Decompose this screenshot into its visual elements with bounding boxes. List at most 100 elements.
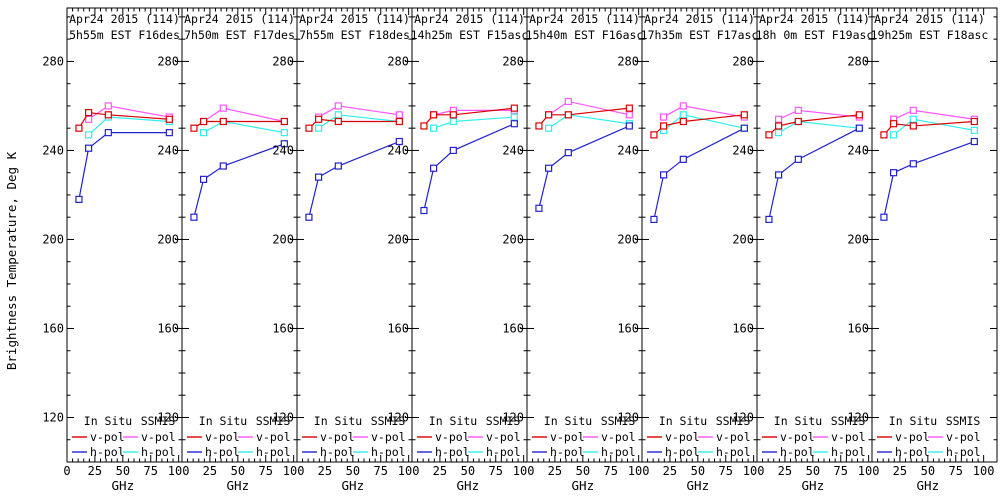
series-in-situ-v-pol (420, 104, 518, 130)
data-point-marker (85, 108, 93, 117)
data-point-marker (315, 173, 323, 181)
data-point-marker (420, 206, 428, 215)
x-tick-label: 25 (88, 464, 102, 478)
panel-7: 120 160 200 240 280 25 50 75 100 GHz Apr24 2015 (1… (732, 7, 880, 493)
series-line (78, 132, 170, 200)
data-point-marker (880, 131, 888, 139)
panel-5: 120 160 200 240 280 25 50 75 100 GHz Apr24 2015 (1… (502, 7, 650, 493)
series-line (768, 127, 860, 220)
data-point-marker (395, 137, 403, 146)
data-point-marker (625, 122, 633, 130)
legend-col1-header: In Situ (429, 414, 477, 428)
panel-title: Apr24 2015 (114) (184, 12, 295, 26)
legend-label: h-pol (601, 445, 636, 459)
series-line (893, 118, 975, 136)
y-tick-label: 200 (272, 232, 294, 246)
x-tick-label: 25 (778, 464, 792, 478)
data-point-marker (280, 129, 288, 137)
data-point-marker (679, 117, 687, 126)
legend-label: h-pol (665, 445, 700, 459)
x-tick-label: 75 (834, 464, 848, 478)
series-in-situ-h-pol (880, 137, 978, 221)
legend-col2-header: SSMIS (946, 414, 981, 428)
data-point-marker (334, 162, 342, 170)
panel-frame (871, 7, 998, 463)
legend-col1-header: In Situ (659, 414, 707, 428)
series-ssmis-h-pol (85, 113, 173, 139)
panel-subtitle: 17h35m EST F17asc (641, 28, 759, 42)
data-point-marker (679, 155, 687, 163)
series-in-situ-v-pol (880, 117, 978, 139)
series-line (538, 125, 630, 209)
panel-subtitle: 19h25m EST F18asc (871, 28, 989, 42)
y-tick-label: 200 (157, 232, 179, 246)
panel-2: 120 160 200 240 280 25 50 75 100 GHz Apr24 2015 (1… (157, 7, 304, 493)
x-tick-label: 0 (63, 464, 70, 478)
series-in-situ-h-pol (765, 124, 863, 224)
y-tick-label: 240 (387, 143, 409, 157)
data-point-marker (564, 149, 572, 157)
y-tick-label: 200 (617, 232, 639, 246)
series-ssmis-v-pol (660, 102, 748, 121)
y-tick-label: 120 (502, 410, 524, 424)
data-point-marker (104, 129, 112, 137)
x-tick-label: 100 (858, 464, 880, 478)
data-point-marker (564, 97, 572, 106)
panel-subtitle: 5h55m EST F16des (69, 28, 180, 42)
data-point-marker (660, 122, 668, 130)
data-point-marker (545, 164, 553, 172)
data-point-marker (449, 111, 457, 119)
y-tick-label: 240 (617, 143, 639, 157)
data-point-marker (775, 171, 783, 179)
legend-label: v-pol (550, 430, 585, 444)
legend-col2-header: SSMIS (141, 414, 176, 428)
x-tick-label: 25 (318, 464, 332, 478)
data-point-marker (165, 115, 173, 123)
data-point-marker (970, 137, 978, 146)
data-point-marker (765, 215, 773, 224)
series-line (308, 118, 400, 129)
y-tick-label: 120 (732, 410, 754, 424)
panel-subtitle: 14h25m EST F15asc (411, 28, 529, 42)
y-tick-label: 160 (847, 321, 869, 335)
series-line (308, 140, 400, 218)
legend-col2-header: SSMIS (486, 414, 521, 428)
x-tick-label: 75 (604, 464, 618, 478)
y-tick-label: 280 (42, 54, 64, 68)
legend-label: h-pol (895, 445, 930, 459)
y-tick-label: 200 (42, 232, 64, 246)
y-tick-label: 280 (157, 54, 179, 68)
y-tick-label: 280 (847, 54, 869, 68)
legend-label: v-pol (90, 430, 125, 444)
legend-col2-header: SSMIS (256, 414, 291, 428)
data-point-marker (395, 111, 403, 119)
y-tick-label: 200 (387, 232, 409, 246)
x-tick-label: 25 (663, 464, 677, 478)
y-tick-label: 240 (732, 143, 754, 157)
series-in-situ-h-pol (75, 129, 173, 203)
data-point-marker (190, 124, 198, 132)
legend-label: h-pol (946, 445, 981, 459)
data-point-marker (280, 117, 288, 126)
legend-col1-header: In Situ (199, 414, 247, 428)
y-tick-label: 120 (272, 410, 294, 424)
series-ssmis-v-pol (890, 106, 978, 123)
series-line (318, 105, 400, 118)
series-in-situ-h-pol (535, 122, 633, 212)
data-point-marker (219, 117, 227, 126)
x-tick-label: 25 (893, 464, 907, 478)
x-tick-label: 100 (628, 464, 650, 478)
series-ssmis-v-pol (85, 102, 173, 123)
legend-label: v-pol (435, 430, 470, 444)
series-line (193, 143, 285, 218)
data-point-marker (535, 204, 543, 212)
legend-label: v-pol (256, 430, 291, 444)
x-axis-title: GHz (457, 478, 480, 493)
panel-subtitle: 15h40m EST F16asc (526, 28, 644, 42)
series-in-situ-v-pol (190, 117, 288, 132)
legend-col1-header: In Situ (889, 414, 937, 428)
legend-label: v-pol (665, 430, 700, 444)
data-point-marker (909, 122, 917, 130)
x-tick-label: 50 (691, 464, 705, 478)
